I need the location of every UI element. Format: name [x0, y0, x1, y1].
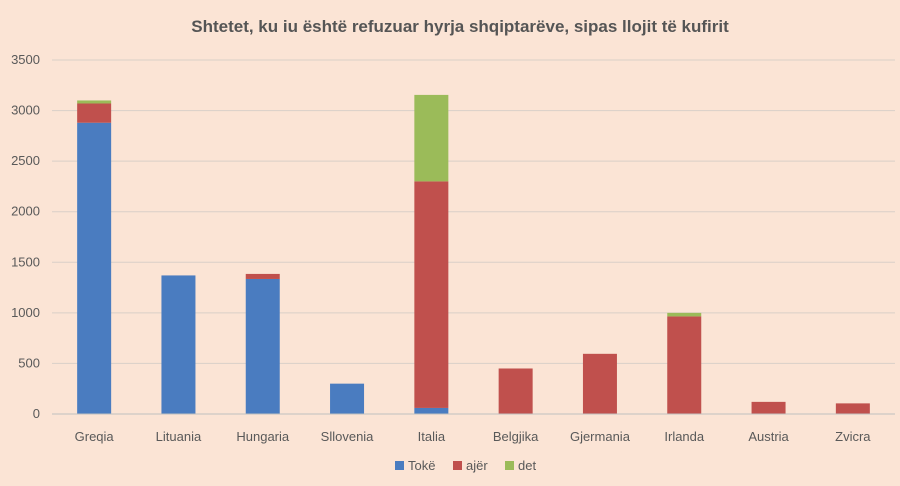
- x-tick-label: Italia: [418, 429, 446, 444]
- bar-segment: [414, 407, 449, 414]
- bar-segment: [582, 353, 617, 414]
- legend-label: det: [518, 458, 536, 473]
- legend-label: ajër: [466, 458, 488, 473]
- bars: [77, 94, 870, 415]
- bar-segment: [245, 278, 280, 414]
- bar-segment: [414, 94, 449, 182]
- bar-segment: [498, 368, 533, 414]
- legend-swatch: [505, 461, 514, 470]
- x-tick-label: Gjermania: [570, 429, 631, 444]
- y-tick-label: 2000: [11, 204, 40, 219]
- bar-segment: [330, 383, 365, 414]
- bar-segment: [667, 312, 702, 317]
- y-axis-ticks: 0 500 1000 1500 2000 2500 3000 3500: [11, 52, 40, 421]
- x-tick-label: Zvicra: [835, 429, 871, 444]
- legend-label: Tokë: [408, 458, 435, 473]
- bar-segment: [414, 181, 449, 408]
- legend-swatch: [395, 461, 404, 470]
- x-tick-label: Sllovenia: [321, 429, 375, 444]
- bar-segment: [77, 122, 112, 415]
- chart-title: Shtetet, ku iu është refuzuar hyrja shqi…: [191, 17, 729, 36]
- x-tick-label: Belgjika: [493, 429, 539, 444]
- bar-segment: [245, 273, 280, 279]
- y-tick-label: 500: [18, 355, 40, 370]
- bar-segment: [77, 103, 112, 123]
- bar-segment: [77, 100, 112, 104]
- x-axis-ticks: Greqia Lituania Hungaria Sllovenia Italia Bel…: [75, 429, 872, 444]
- y-tick-label: 2500: [11, 153, 40, 168]
- y-tick-label: 0: [33, 406, 40, 421]
- bar-segment: [835, 403, 870, 414]
- y-tick-label: 3000: [11, 103, 40, 118]
- bar-segment: [161, 275, 196, 414]
- y-tick-label: 1000: [11, 305, 40, 320]
- bar-segment: [751, 401, 786, 414]
- x-tick-label: Lituania: [156, 429, 202, 444]
- x-tick-label: Greqia: [75, 429, 115, 444]
- x-tick-label: Irlanda: [664, 429, 705, 444]
- legend: Tokë ajër det: [395, 458, 536, 473]
- y-tick-label: 3500: [11, 52, 40, 67]
- legend-swatch: [453, 461, 462, 470]
- x-tick-label: Austria: [748, 429, 789, 444]
- bar-segment: [667, 316, 702, 414]
- x-tick-label: Hungaria: [236, 429, 290, 444]
- y-tick-label: 1500: [11, 254, 40, 269]
